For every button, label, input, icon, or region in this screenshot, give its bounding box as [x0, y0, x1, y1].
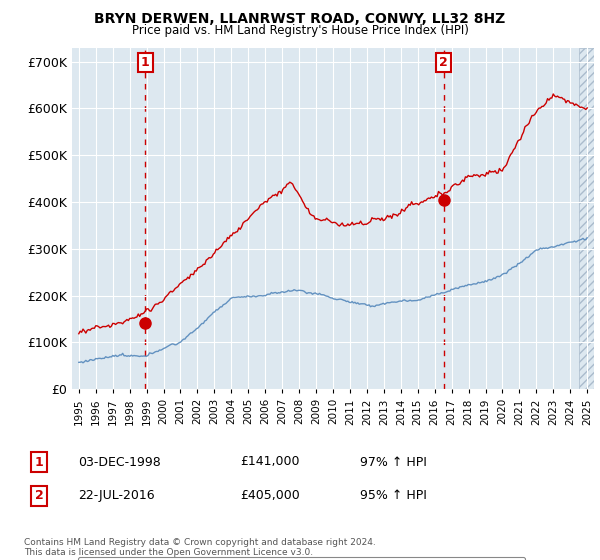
- Text: 2: 2: [439, 56, 448, 69]
- Text: £405,000: £405,000: [240, 489, 300, 502]
- Text: 2: 2: [35, 489, 43, 502]
- Text: 22-JUL-2016: 22-JUL-2016: [78, 489, 155, 502]
- Text: 1: 1: [35, 455, 43, 469]
- Text: 03-DEC-1998: 03-DEC-1998: [78, 455, 161, 469]
- Text: 95% ↑ HPI: 95% ↑ HPI: [360, 489, 427, 502]
- Text: 1: 1: [141, 56, 149, 69]
- Text: £141,000: £141,000: [240, 455, 299, 469]
- Text: 97% ↑ HPI: 97% ↑ HPI: [360, 455, 427, 469]
- Legend: BRYN DERWEN, LLANRWST ROAD, CONWY, LL32 8HZ (detached house), HPI: Average price: BRYN DERWEN, LLANRWST ROAD, CONWY, LL32 …: [77, 557, 526, 560]
- Text: Price paid vs. HM Land Registry's House Price Index (HPI): Price paid vs. HM Land Registry's House …: [131, 24, 469, 37]
- Bar: [579, 48, 596, 389]
- Text: Contains HM Land Registry data © Crown copyright and database right 2024.
This d: Contains HM Land Registry data © Crown c…: [24, 538, 376, 557]
- Text: BRYN DERWEN, LLANRWST ROAD, CONWY, LL32 8HZ: BRYN DERWEN, LLANRWST ROAD, CONWY, LL32 …: [94, 12, 506, 26]
